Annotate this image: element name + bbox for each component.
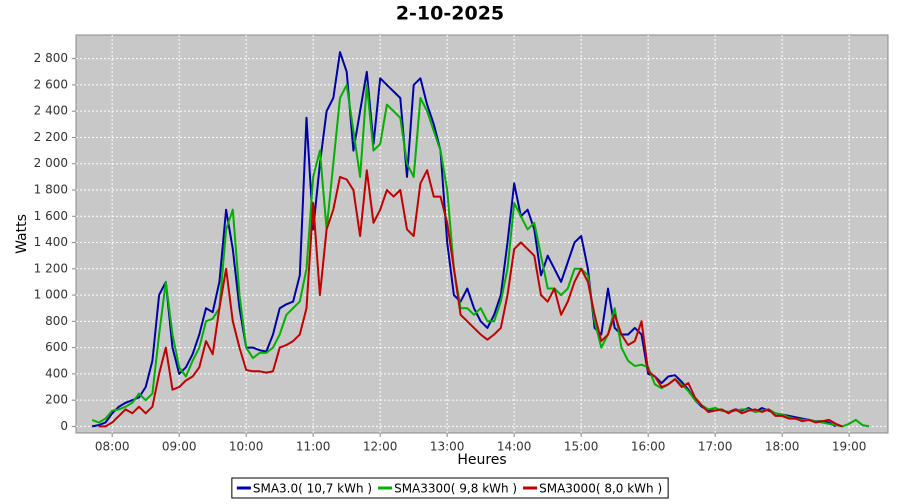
y-tick-label: 200 [45, 393, 68, 407]
x-tick-label: 16:00 [631, 440, 666, 454]
y-tick-label: 400 [45, 366, 68, 380]
y-tick-label: 1 400 [34, 235, 68, 249]
y-tick-label: 2 200 [34, 130, 68, 144]
y-tick-label: 0 [60, 419, 68, 433]
x-tick-label: 09:00 [162, 440, 197, 454]
y-tick-label: 2 000 [34, 156, 68, 170]
y-tick-label: 2 400 [34, 104, 68, 118]
legend-label: SMA3300( 9,8 kWh ) [394, 482, 517, 496]
legend-box [231, 477, 669, 499]
y-tick-label: 1 200 [34, 261, 68, 275]
x-tick-label: 08:00 [95, 440, 130, 454]
x-axis-label: Heures [457, 452, 506, 468]
x-tick-label: 10:00 [229, 440, 264, 454]
y-tick-label: 1 000 [34, 288, 68, 302]
x-tick-label: 18:00 [765, 440, 800, 454]
y-tick-label: 600 [45, 340, 68, 354]
y-tick-label: 2 800 [34, 51, 68, 65]
chart-title: 2-10-2025 [396, 3, 504, 25]
legend-label: SMA3.0( 10,7 kWh ) [253, 482, 372, 496]
y-tick-label: 1 600 [34, 209, 68, 223]
legend-label: SMA3000( 8,0 kWh ) [539, 482, 662, 496]
y-tick-label: 1 800 [34, 182, 68, 196]
x-tick-label: 11:00 [296, 440, 331, 454]
y-axis-label: Watts [14, 214, 30, 254]
series-line [98, 169, 843, 428]
x-tick-label: 14:00 [497, 440, 532, 454]
x-tick-label: 13:00 [430, 440, 465, 454]
plot-area [75, 34, 889, 434]
series-line [91, 83, 870, 428]
y-tick-label: 2 600 [34, 77, 68, 91]
x-tick-label: 15:00 [564, 440, 599, 454]
x-tick-label: 19:00 [832, 440, 867, 454]
y-tick-label: 800 [45, 314, 68, 328]
x-tick-label: 12:00 [363, 440, 398, 454]
x-tick-label: 17:00 [698, 440, 733, 454]
